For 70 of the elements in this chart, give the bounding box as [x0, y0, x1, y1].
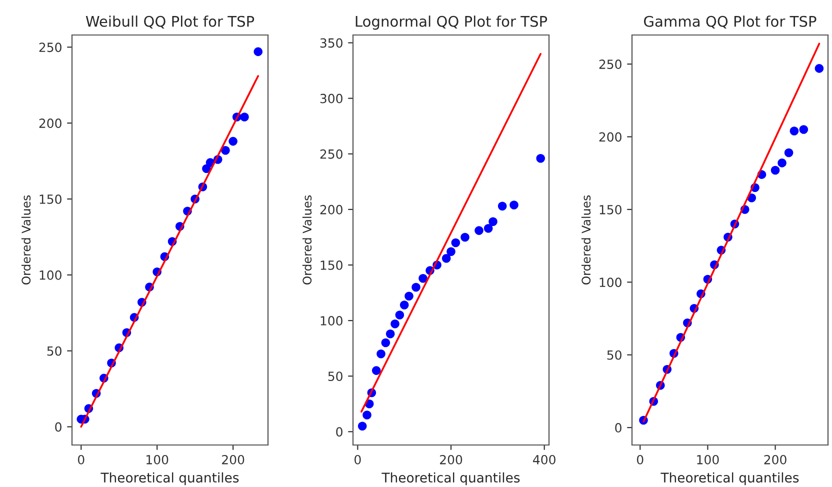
y-tick-label: 200	[39, 118, 62, 128]
y-tick-label: 300	[320, 94, 342, 104]
point	[362, 410, 372, 420]
y-tick-label: 200	[599, 132, 622, 142]
y-tick-label: 0	[615, 423, 622, 432]
point	[418, 274, 428, 283]
point	[442, 254, 451, 263]
x-axis-title: Theoretical quantiles	[100, 472, 239, 486]
point	[460, 232, 470, 242]
point	[376, 349, 386, 358]
point	[488, 217, 498, 226]
y-tick-label: 250	[39, 42, 62, 52]
x-tick-label: 200	[764, 454, 786, 464]
point	[778, 158, 786, 168]
point	[221, 146, 230, 155]
y-tick-label: 100	[600, 278, 622, 288]
y-tick-label: 150	[320, 260, 342, 270]
y-tick-label: 250	[599, 60, 622, 70]
y-tick-label: 150	[600, 204, 622, 214]
y-tick-label: 50	[47, 346, 62, 356]
x-axis-title: Theoretical quantiles	[660, 472, 799, 486]
y-axis-title: Ordered Values	[581, 195, 591, 285]
point	[790, 126, 799, 136]
point	[240, 112, 249, 122]
y-tick-label: 200	[320, 204, 342, 214]
y-axis-title: Ordered Values	[21, 195, 31, 285]
point	[814, 64, 824, 73]
point	[390, 319, 400, 328]
point	[412, 282, 420, 292]
point	[474, 226, 484, 235]
y-tick-label: 0	[336, 427, 342, 437]
y-tick-label: 150	[40, 194, 62, 204]
x-axis-title: Theoretical quantiles	[382, 472, 520, 486]
x-tick-label: 200	[222, 454, 244, 464]
y-tick-label: 350	[320, 38, 342, 48]
y-tick-label: 50	[328, 372, 342, 382]
x-tick-label: 100	[146, 454, 168, 464]
x-tick-label: 0	[354, 454, 361, 464]
y-tick-label: 50	[607, 350, 622, 360]
point	[451, 238, 460, 248]
x-tick-label: 400	[533, 454, 556, 464]
point	[770, 166, 780, 175]
y-axis-title: Ordered Values	[302, 195, 312, 285]
point	[510, 200, 518, 210]
point	[498, 202, 507, 211]
y-tick-label: 100	[40, 270, 62, 280]
chart-title: Gamma QQ Plot for TSP	[644, 16, 816, 29]
y-tick-label: 100	[320, 316, 342, 326]
x-tick-label: 200	[440, 454, 462, 464]
chart-title: Lognormal QQ Plot for TSP	[356, 16, 548, 30]
point	[254, 47, 263, 56]
point	[799, 125, 808, 134]
point	[228, 136, 238, 146]
point	[386, 329, 395, 338]
chart-title: Weibull QQ Plot for TSP	[86, 16, 254, 29]
point	[358, 422, 367, 431]
point	[381, 338, 390, 348]
point	[404, 292, 414, 301]
x-tick-label: 100	[697, 454, 719, 464]
point	[372, 366, 381, 375]
point	[400, 300, 409, 310]
point	[395, 310, 404, 320]
point	[536, 154, 545, 163]
x-tick-label: 0	[78, 454, 84, 464]
point	[784, 148, 794, 158]
point	[484, 224, 493, 233]
x-tick-label: 0	[636, 454, 644, 464]
point	[446, 247, 456, 256]
y-tick-label: 250	[320, 149, 342, 159]
y-tick-label: 0	[55, 422, 62, 432]
